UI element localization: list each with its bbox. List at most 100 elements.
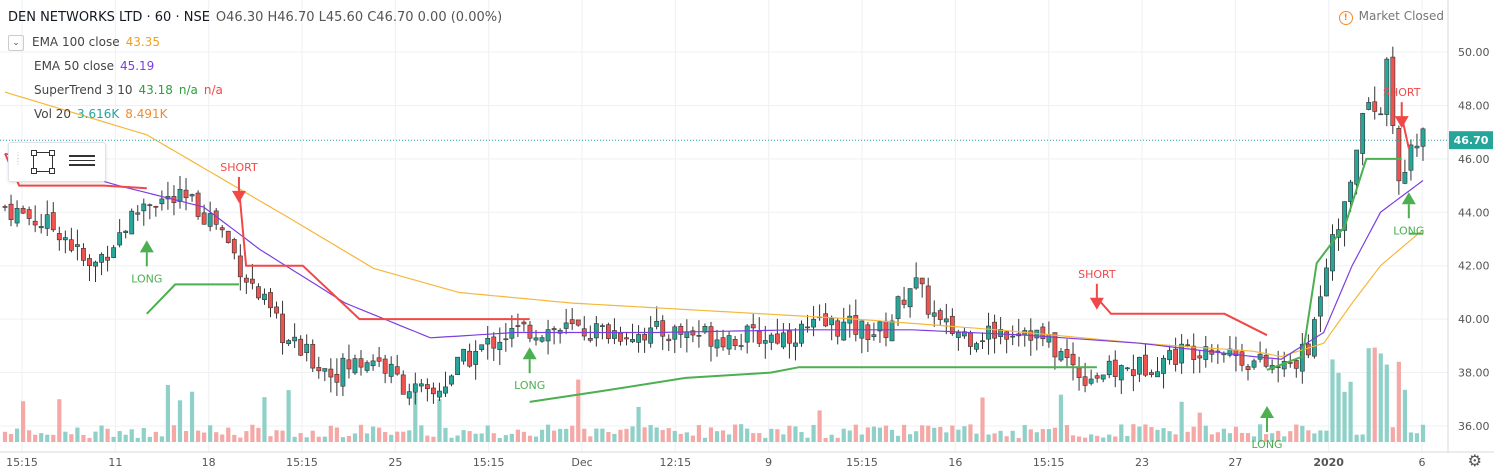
volume-bar [1396, 361, 1401, 442]
long-signal: LONG [131, 240, 162, 285]
volume-bar [1197, 412, 1202, 442]
candle-body [877, 321, 883, 332]
up-arrow-icon [139, 240, 154, 253]
volume-bar [1312, 433, 1317, 442]
indicator-ema50[interactable]: EMA 50 close 45.19 [8, 54, 502, 78]
volume-bar [1070, 435, 1076, 442]
candle-body [105, 256, 110, 261]
candle-body [455, 356, 460, 375]
candle-body [87, 258, 92, 267]
candle-body [750, 324, 756, 329]
volume-bar [389, 434, 394, 442]
drawing-toolbar[interactable]: ⋮ ⋮ [8, 142, 106, 182]
volume-bar [1342, 391, 1347, 442]
candle-body [219, 227, 225, 231]
volume-bar [720, 430, 726, 442]
candle-body [974, 343, 979, 350]
volume-bar [539, 429, 545, 442]
volume-bar [895, 435, 901, 442]
volume-bar [292, 436, 297, 442]
short-signal: SHORT [1078, 268, 1116, 310]
volume-bar [1336, 372, 1341, 442]
candle-body [720, 337, 726, 348]
candle-body [38, 226, 44, 229]
candle-body [1330, 234, 1335, 272]
rectangle-tool-icon[interactable] [31, 150, 55, 174]
volume-bar [1034, 432, 1039, 442]
candle-body [823, 313, 829, 327]
candle-body [618, 332, 623, 342]
indicator-volume[interactable]: Vol 20 3.616K 8.491K [8, 102, 502, 126]
candle-body [1064, 349, 1070, 358]
candle-body [153, 205, 159, 208]
indicator-supertrend[interactable]: SuperTrend 3 10 43.18 n/a n/a [8, 78, 502, 102]
chevron-up-icon[interactable]: ⌄ [8, 34, 24, 51]
candle-body [732, 339, 738, 347]
volume-bar [322, 436, 327, 442]
candle-body [901, 299, 907, 305]
volume-bar [980, 397, 985, 442]
volume-bar [1191, 426, 1196, 442]
candle-body [117, 232, 123, 246]
candle-body [334, 373, 340, 383]
long-signal: LONG [1393, 192, 1424, 237]
volume-bar [932, 427, 937, 442]
volume-bar [111, 436, 116, 442]
candle-body [1384, 58, 1390, 115]
volume-bar [45, 434, 50, 442]
volume-bar [690, 435, 695, 442]
candle-body [606, 324, 611, 339]
volume-bar [726, 434, 732, 442]
volume-bar [1101, 437, 1106, 442]
symbol-header: DEN NETWORKS LTD · 60 · NSE O46.30 H46.70… [8, 6, 502, 30]
candle-body [1082, 376, 1088, 386]
volume-bar [461, 430, 466, 442]
volume-bar [1245, 433, 1251, 442]
candle-body [726, 335, 732, 350]
candle-body [183, 189, 189, 199]
candle-body [835, 320, 841, 337]
volume-bar [57, 399, 62, 442]
volume-bar [298, 433, 303, 442]
candle-body [521, 321, 527, 325]
candle-body [159, 198, 165, 205]
time-tick-label: 2020 [1313, 456, 1344, 469]
candle-body [955, 332, 961, 338]
gear-icon[interactable]: ⚙ [1467, 451, 1482, 470]
signal-label: SHORT [220, 161, 258, 174]
volume-bar [449, 437, 454, 442]
volume-bar [1143, 424, 1148, 442]
candle-body [841, 321, 847, 341]
volume-bar [1046, 429, 1051, 442]
horizontal-lines-icon[interactable] [69, 152, 95, 172]
candle-body [889, 320, 895, 342]
candle-body [980, 340, 985, 343]
drag-handle-icon[interactable]: ⋮ ⋮ [14, 151, 22, 166]
volume-bar [1010, 430, 1015, 442]
symbol-title[interactable]: DEN NETWORKS LTD · 60 · NSE [8, 10, 210, 25]
volume-bar [485, 425, 490, 442]
volume-bar [268, 436, 273, 442]
candle-body [557, 329, 563, 334]
time-tick-label: 15:15 [286, 456, 318, 469]
candle-body [1324, 267, 1329, 297]
volume-bar [1040, 429, 1045, 442]
volume-bar [1209, 434, 1214, 442]
candle-body [243, 277, 249, 283]
candle-body [913, 277, 919, 289]
volume-bar [117, 431, 122, 442]
time-tick-label: Dec [571, 456, 592, 469]
candle-body [762, 340, 768, 344]
market-status[interactable]: ! Market Closed [1338, 9, 1444, 25]
volume-bar [1022, 425, 1027, 442]
candle-body [400, 374, 406, 395]
candle-body [262, 293, 267, 301]
volume-bar [1221, 428, 1226, 442]
volume-bar [630, 426, 635, 442]
indicator-ema100[interactable]: ⌄ EMA 100 close 43.35 [8, 30, 502, 54]
volume-bar [823, 437, 828, 442]
candle-body [340, 357, 346, 387]
candle-body [1149, 372, 1154, 375]
volume-bar [606, 431, 611, 442]
